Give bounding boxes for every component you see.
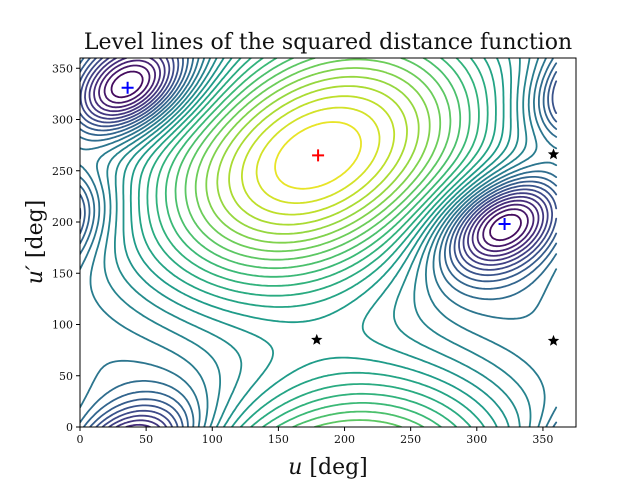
- saddle-marker: [311, 333, 323, 345]
- contour-level-19: [146, 58, 489, 427]
- x-tick-label: 250: [400, 433, 421, 446]
- contour-level-30: [274, 121, 362, 190]
- contour-level-10: [80, 58, 558, 427]
- contour-level-27: [228, 85, 408, 226]
- contour-level-3: [98, 59, 535, 253]
- contour-level-7: [80, 58, 553, 427]
- saddle-marker: [547, 334, 560, 346]
- critical-point-markers: [121, 81, 560, 346]
- plot-frame: [79, 57, 577, 428]
- x-tick-label: 50: [139, 433, 153, 446]
- y-tick-label: 350: [52, 62, 73, 75]
- x-tick-label: 200: [334, 433, 355, 446]
- contour-level-20: [155, 58, 480, 427]
- y-axis-ticks: 0 50 100 150 200 250 300 350: [52, 62, 80, 434]
- y-tick-label: 250: [52, 165, 73, 178]
- y-tick-label: 0: [66, 421, 73, 434]
- contour-level-11: [80, 58, 558, 427]
- contour-level-2: [103, 64, 529, 248]
- x-tick-label: 100: [202, 433, 223, 446]
- contour-level-28: [241, 95, 396, 216]
- contour-level-25: [205, 67, 431, 244]
- minimum-marker: [498, 218, 511, 231]
- y-tick-label: 300: [52, 114, 73, 127]
- y-axis-unit: [deg]: [23, 200, 48, 265]
- y-tick-label: 50: [59, 370, 73, 383]
- chart-title: Level lines of the squared distance func…: [84, 30, 572, 55]
- contour-level-5: [88, 58, 545, 427]
- x-axis-label: u [deg]: [288, 455, 368, 480]
- contour-level-26: [216, 75, 420, 235]
- x-axis-unit: [deg]: [302, 455, 367, 480]
- x-tick-label: 350: [532, 433, 553, 446]
- x-tick-label: 300: [466, 433, 487, 446]
- y-tick-label: 150: [52, 267, 73, 280]
- maximum-marker: [312, 149, 325, 162]
- y-tick-label: 100: [52, 319, 73, 332]
- contour-level-9: [80, 58, 558, 427]
- x-axis-ticks: 0 50 100 150 200 250 300 350: [77, 427, 553, 446]
- x-tick-label: 0: [77, 433, 84, 446]
- y-axis-label: u′ [deg]: [23, 200, 48, 285]
- minimum-marker: [121, 81, 134, 94]
- contour-level-13: [89, 58, 546, 427]
- contour-level-21: [164, 58, 471, 427]
- contour-level-12: [80, 58, 558, 427]
- contour-level-17: [129, 58, 505, 427]
- saddle-marker: [547, 148, 560, 160]
- x-axis-variable: u: [288, 455, 302, 480]
- y-tick-label: 200: [52, 216, 73, 229]
- contour-level-14: [103, 58, 532, 427]
- contour-level-18: [137, 58, 497, 427]
- contour-level-1: [110, 70, 522, 242]
- contour-level-29: [255, 106, 381, 204]
- contour-lines: [80, 58, 558, 427]
- y-axis-variable: u′: [23, 265, 48, 284]
- contour-level-16: [122, 58, 512, 427]
- contour-level-24: [194, 58, 442, 253]
- x-tick-label: 150: [268, 433, 289, 446]
- contour-level-8: [80, 58, 558, 427]
- contour-level-4: [93, 58, 540, 427]
